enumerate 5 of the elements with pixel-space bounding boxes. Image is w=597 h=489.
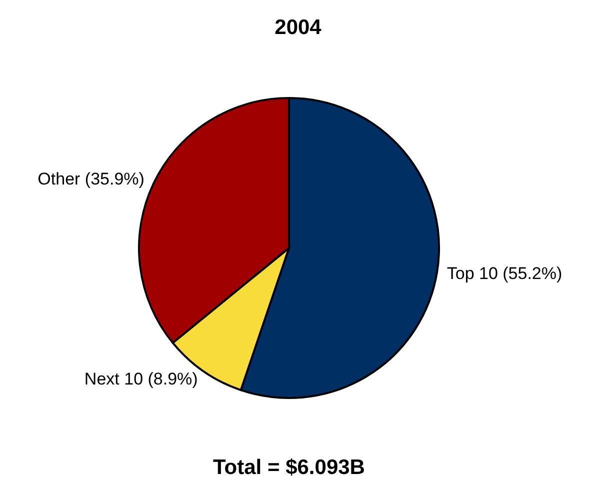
slice-label: Next 10 (8.9%) xyxy=(84,369,198,388)
slice-label: Other (35.9%) xyxy=(38,169,144,188)
slice-label: Top 10 (55.2%) xyxy=(446,264,562,284)
chart-title: 2004 xyxy=(274,16,322,39)
text: Total = $6.093B xyxy=(213,456,365,479)
